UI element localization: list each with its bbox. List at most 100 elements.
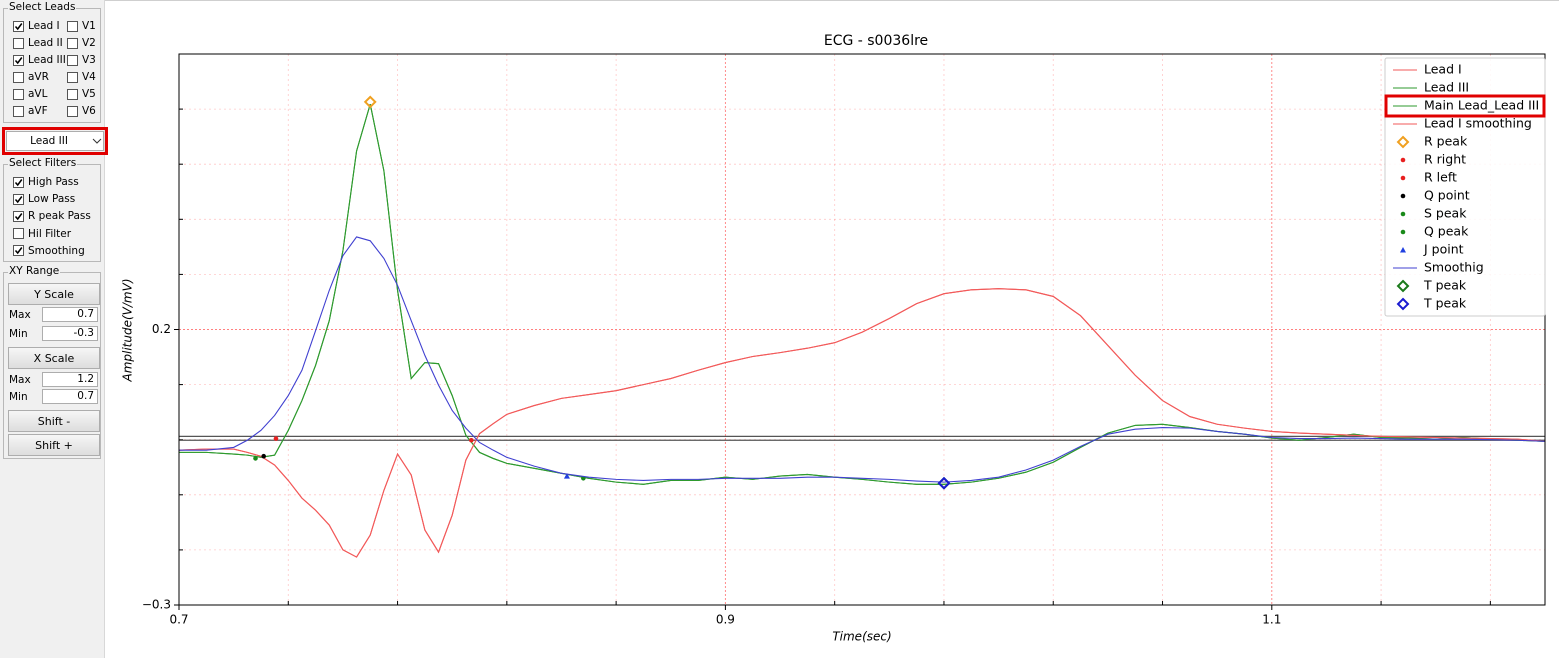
dropdown-arrow xyxy=(92,138,102,144)
control-panel: Select Leads Lead I Lead II Lead III aVR aVL a… xyxy=(0,0,108,658)
x-tick-label: 0.7 xyxy=(169,613,188,627)
marker-triangle xyxy=(563,473,570,479)
checkbox-item[interactable]: High Pass xyxy=(13,176,79,188)
y-max-input[interactable]: 0.7 xyxy=(42,307,98,322)
checkbox-item[interactable]: V4 xyxy=(67,71,96,83)
marker-diamond xyxy=(363,95,377,109)
checkbox[interactable] xyxy=(67,88,78,100)
legend-label: T peak xyxy=(1423,278,1467,293)
y-scale-button[interactable]: Y Scale xyxy=(8,283,100,305)
checkbox-item[interactable]: V1 xyxy=(67,20,96,32)
legend-label: J point xyxy=(1423,242,1464,257)
y-tick-label: 0.2 xyxy=(152,322,171,336)
checkbox-label: Lead II xyxy=(28,37,63,49)
data-line xyxy=(179,236,1546,483)
checkbox[interactable] xyxy=(67,71,78,83)
marker-diamond xyxy=(1396,297,1410,311)
plot-area xyxy=(179,54,1545,605)
checkbox[interactable] xyxy=(67,54,78,66)
marker-dot xyxy=(469,437,474,443)
checkbox[interactable] xyxy=(13,37,24,49)
marker-diamond xyxy=(937,476,951,490)
marker-diamond xyxy=(1396,135,1410,149)
shift-plus-button[interactable]: Shift + xyxy=(8,434,100,456)
check-mark-path xyxy=(14,195,23,203)
marker-dot xyxy=(273,436,279,441)
x-max-input[interactable]: 1.2 xyxy=(42,372,98,387)
checkbox[interactable] xyxy=(13,71,24,83)
checkbox-label: V1 xyxy=(82,20,96,32)
checkbox[interactable] xyxy=(13,228,24,240)
checkbox[interactable] xyxy=(13,176,24,188)
y-min-input[interactable]: -0.3 xyxy=(42,326,98,341)
checkbox-item[interactable]: aVR xyxy=(13,71,49,83)
check-mark-path xyxy=(14,247,23,255)
checkbox[interactable] xyxy=(13,54,24,66)
checkbox[interactable] xyxy=(67,37,78,49)
group-filters: Select Filters High Pass Low Pass R peak Pa… xyxy=(3,157,101,262)
checkbox-item[interactable]: V3 xyxy=(67,54,96,66)
check-mark-path xyxy=(14,178,23,186)
checkbox-item[interactable]: V5 xyxy=(67,88,96,100)
legend-label: T peak xyxy=(1423,296,1467,311)
legend-label: Q peak xyxy=(1424,224,1469,239)
checkbox-item[interactable]: aVL xyxy=(13,88,47,100)
legend-label: S peak xyxy=(1424,206,1467,221)
checkbox-item[interactable]: aVF xyxy=(13,105,48,117)
x-scale-button[interactable]: X Scale xyxy=(8,347,100,369)
check-mark-path xyxy=(14,212,23,221)
field-label: Max xyxy=(9,309,31,321)
checkbox-item[interactable]: V2 xyxy=(67,37,96,49)
group-title: Select Leads xyxy=(8,1,77,13)
checkbox-label: Lead I xyxy=(28,20,60,32)
marker-dot xyxy=(1400,193,1406,199)
group-xy-range: XY Range xyxy=(3,265,101,459)
marker-dot xyxy=(1400,229,1406,235)
shift-minus-button[interactable]: Shift - xyxy=(8,410,100,432)
checkbox-label: R peak Pass xyxy=(28,210,91,223)
check-mark-path xyxy=(14,56,23,64)
checkbox-label: V5 xyxy=(82,88,96,100)
checkbox-label: Low Pass xyxy=(28,193,76,206)
checkbox-item[interactable]: Lead II xyxy=(13,37,63,49)
legend-label: Lead I xyxy=(1424,62,1462,77)
chart-title: ECG - s0036lre xyxy=(824,33,928,49)
checkbox[interactable] xyxy=(13,20,24,32)
checkbox[interactable] xyxy=(13,88,24,100)
checkbox-item[interactable]: Smoothing xyxy=(13,245,85,257)
lead-dropdown[interactable]: Lead III xyxy=(6,131,104,151)
x-min-input[interactable]: 0.7 xyxy=(42,389,98,404)
x-tick-label: 0.9 xyxy=(716,613,735,627)
checkbox-item[interactable]: Low Pass xyxy=(13,193,75,205)
checkbox-label: Smoothing xyxy=(28,244,85,257)
checkbox[interactable] xyxy=(13,210,24,222)
field-label: Max xyxy=(9,374,31,386)
legend-label: R left xyxy=(1424,170,1457,185)
checkbox-label: Hil Filter xyxy=(28,227,72,240)
checkbox-item[interactable]: V6 xyxy=(67,105,96,117)
x-tick-label: 1.1 xyxy=(1262,613,1281,627)
checkbox[interactable] xyxy=(67,20,78,32)
group-title: XY Range xyxy=(8,265,61,277)
checkbox-item[interactable]: Hil Filter xyxy=(13,228,71,240)
legend-label: Smoothig xyxy=(1424,260,1484,275)
plot-border xyxy=(178,53,1546,606)
check-mark xyxy=(14,212,23,221)
checkbox-item[interactable]: Lead III xyxy=(13,54,66,66)
x-axis-label: Time(sec) xyxy=(832,630,891,644)
marker-triangle xyxy=(1400,247,1406,253)
checkbox[interactable] xyxy=(67,105,78,117)
checkbox-label: aVL xyxy=(28,88,48,100)
marker-diamond xyxy=(1396,279,1410,293)
check-mark xyxy=(14,56,23,64)
legend-label: Q point xyxy=(1424,188,1470,203)
checkbox-item[interactable]: Lead I xyxy=(13,20,60,32)
checkbox-label: aVF xyxy=(28,105,48,117)
checkbox[interactable] xyxy=(13,245,24,257)
checkbox-item[interactable]: R peak Pass xyxy=(13,210,91,222)
legend-label: Main Lead_Lead III xyxy=(1424,98,1539,113)
checkbox[interactable] xyxy=(13,105,24,117)
checkbox[interactable] xyxy=(13,193,24,205)
